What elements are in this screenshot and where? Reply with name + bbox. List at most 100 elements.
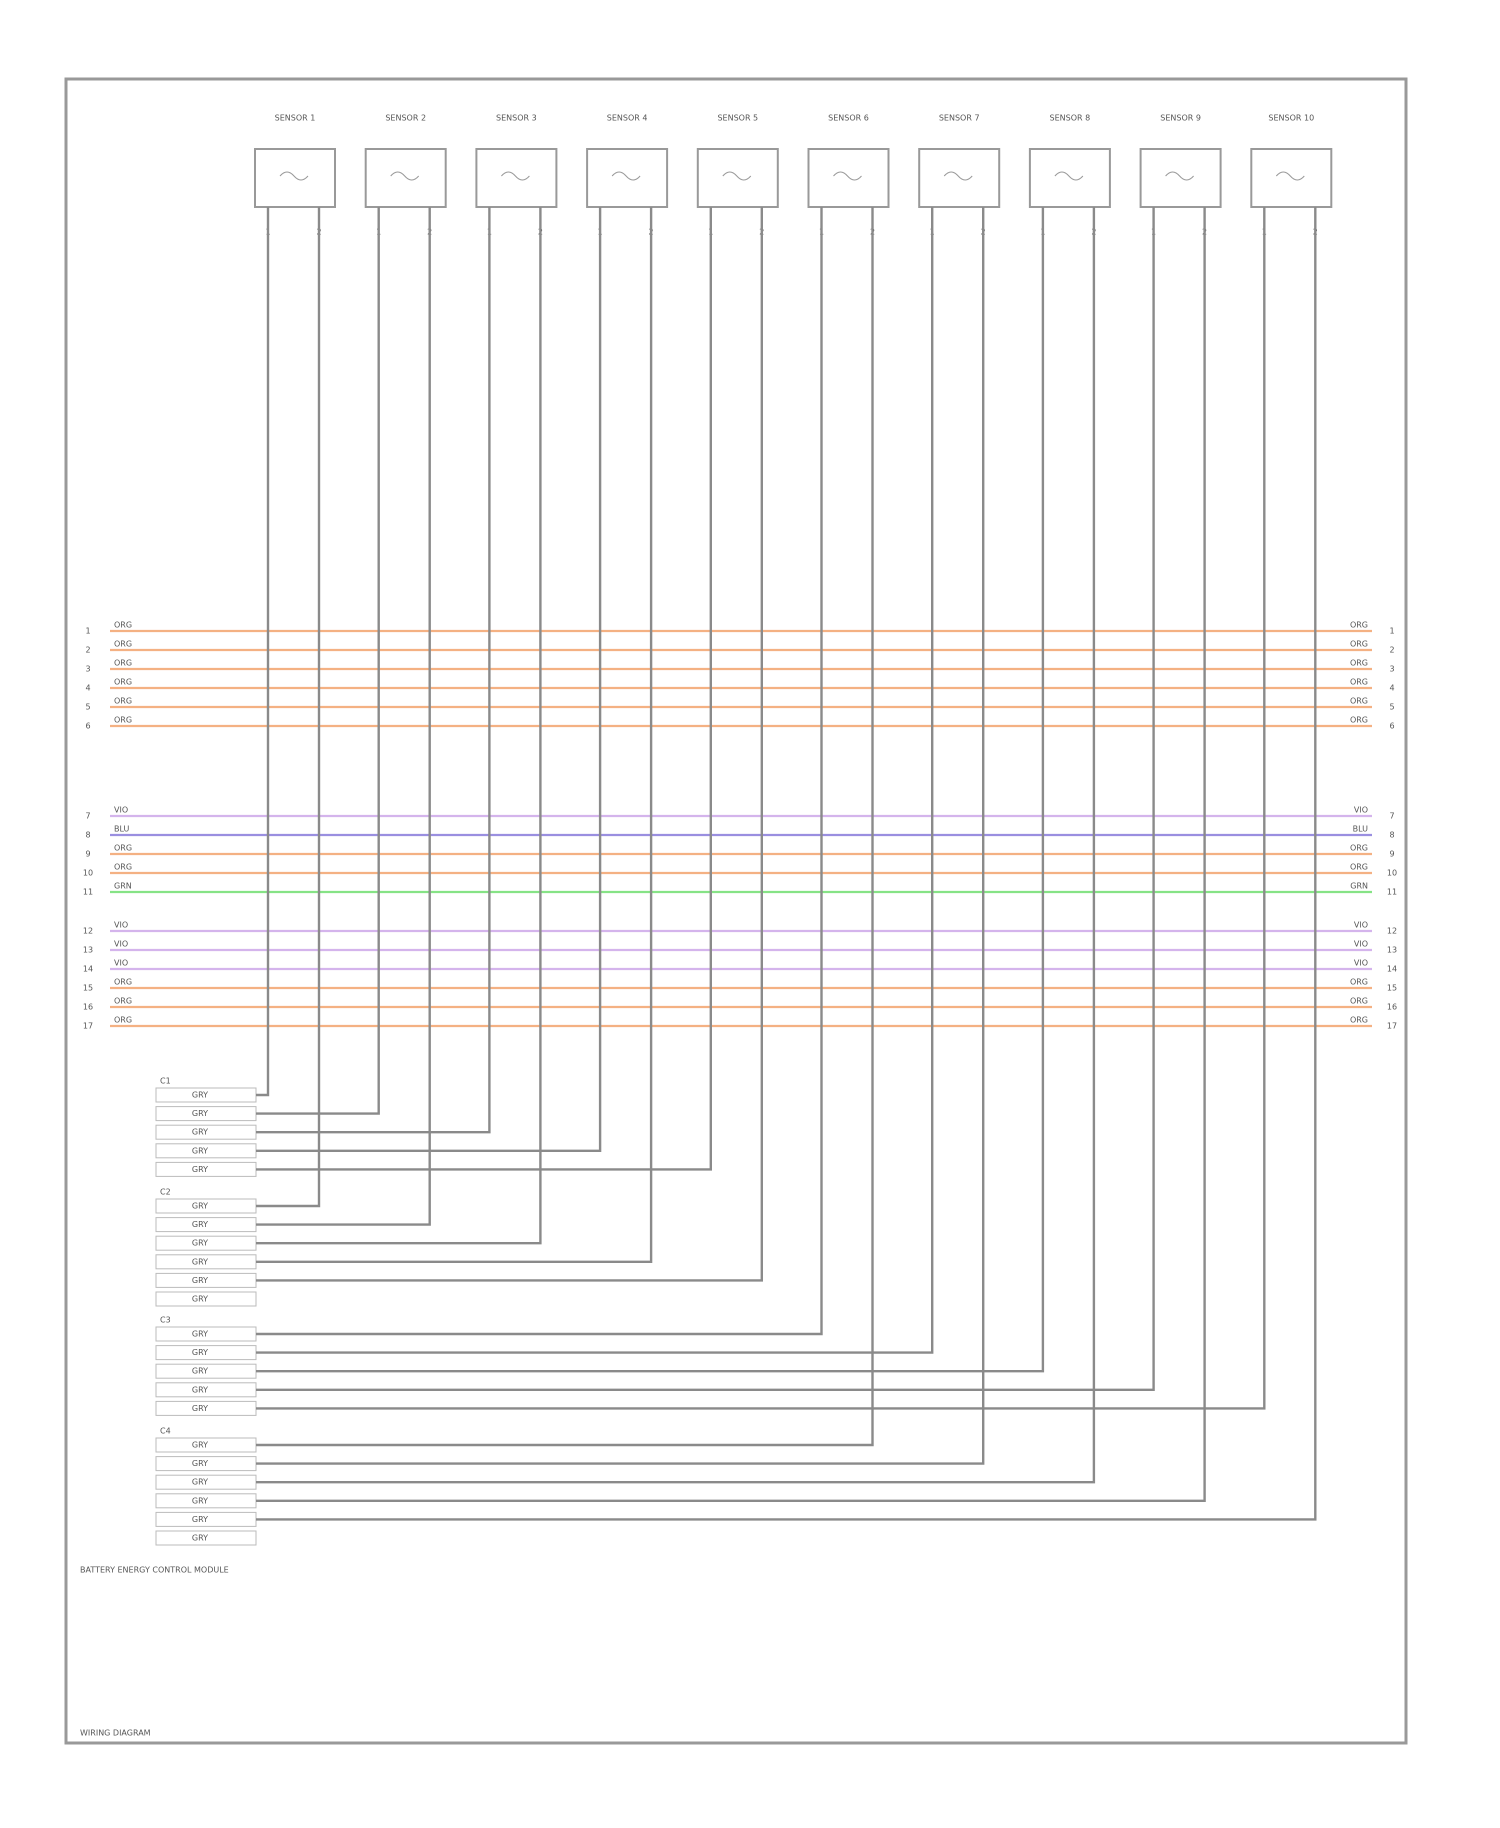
bus-wire-label: ORG — [1350, 1016, 1368, 1025]
connector-wire: GRY — [192, 1276, 208, 1285]
sensor-name: SENSOR 6 — [828, 114, 869, 123]
bus-wire-label: ORG — [114, 716, 132, 725]
bus-wire-label: ORG — [114, 659, 132, 668]
bus-pin: 8 — [85, 831, 90, 840]
wire — [256, 207, 823, 1336]
sensor-symbol — [833, 171, 862, 181]
wire — [256, 207, 491, 1134]
bus-pin: 15 — [1387, 984, 1397, 993]
sensor-name: SENSOR 3 — [496, 114, 537, 123]
connector-wire: GRY — [192, 1404, 208, 1413]
wire — [256, 207, 712, 1171]
bus-wire-label: VIO — [114, 959, 128, 968]
bus-pin: 3 — [1389, 665, 1394, 674]
bus-wire-label: ORG — [1350, 621, 1368, 630]
wire — [256, 207, 431, 1226]
bus-wire-label: ORG — [114, 678, 132, 687]
sensor-symbol — [611, 171, 641, 181]
bus-wire-label: GRN — [1350, 882, 1368, 891]
wire — [256, 207, 763, 1282]
sensor-name: SENSOR 4 — [607, 114, 648, 123]
sensor-box — [1250, 148, 1333, 208]
bus-wire-label: ORG — [114, 863, 132, 872]
connector-wire: GRY — [192, 1515, 208, 1524]
connector-wire: GRY — [192, 1367, 208, 1376]
sensor-symbol — [1165, 171, 1194, 181]
bus-pin: 4 — [1389, 684, 1394, 693]
bus-pin: 17 — [1387, 1022, 1397, 1031]
connector-pin — [155, 1291, 257, 1307]
sensor-name: SENSOR 1 — [275, 114, 316, 123]
connector-wire: GRY — [192, 1165, 208, 1174]
bus-pin: 10 — [1387, 869, 1397, 878]
bus-wire-label: ORG — [114, 997, 132, 1006]
connector-wire: GRY — [192, 1459, 208, 1468]
connector-name: C4 — [160, 1427, 171, 1436]
sensor-box — [918, 148, 1001, 208]
bus-pin: 15 — [83, 984, 93, 993]
connector-wire: GRY — [192, 1295, 208, 1304]
sensor-symbol — [390, 171, 420, 181]
bus-pin: 17 — [83, 1022, 93, 1031]
bus-pin: 2 — [1389, 646, 1394, 655]
connector-wire: GRY — [192, 1478, 208, 1487]
sensor-box — [475, 148, 558, 208]
wire — [256, 207, 653, 1263]
wire — [256, 207, 1317, 1521]
bus-wire-label: VIO — [1354, 959, 1368, 968]
sensor-symbol — [501, 171, 530, 181]
connector-name: C2 — [160, 1188, 171, 1197]
connector-wire: GRY — [192, 1239, 208, 1248]
wire — [256, 207, 602, 1152]
sensor-box — [1139, 148, 1222, 208]
wire — [256, 207, 380, 1115]
module-label: BATTERY ENERGY CONTROL MODULE — [80, 1566, 229, 1575]
bus-pin: 14 — [1387, 965, 1397, 974]
connector-wire: GRY — [192, 1330, 208, 1339]
connector-wire: GRY — [192, 1441, 208, 1450]
bus-wire-label: ORG — [114, 640, 132, 649]
bus-pin: 6 — [85, 722, 90, 731]
connector-wire: GRY — [192, 1109, 208, 1118]
bus-wire-label: ORG — [114, 1016, 132, 1025]
bus-pin: 12 — [83, 927, 93, 936]
bus-pin: 5 — [85, 703, 90, 712]
bus-pin: 9 — [1389, 850, 1394, 859]
bus-wire-label: VIO — [114, 940, 128, 949]
wire — [256, 207, 1045, 1373]
wire — [256, 207, 1096, 1484]
bus-pin: 6 — [1389, 722, 1394, 731]
wire — [256, 207, 874, 1447]
wire — [256, 207, 985, 1465]
bus-wire-label: ORG — [114, 978, 132, 987]
connector-wire: GRY — [192, 1385, 208, 1394]
connector-wire: GRY — [192, 1348, 208, 1357]
wire — [256, 207, 934, 1354]
bus-pin: 3 — [85, 665, 90, 674]
bus-pin: 16 — [83, 1003, 93, 1012]
bus-wire-label: VIO — [1354, 921, 1368, 930]
bus-pin: 7 — [85, 812, 90, 821]
connector-wire: GRY — [192, 1128, 208, 1137]
bus-pin: 13 — [1387, 946, 1397, 955]
wire — [256, 207, 321, 1208]
sensor-box — [807, 148, 890, 208]
bus-wire-label: ORG — [1350, 659, 1368, 668]
bus-wire-label: ORG — [1350, 997, 1368, 1006]
bus-wire-label: VIO — [1354, 940, 1368, 949]
sensor-name: SENSOR 7 — [939, 114, 980, 123]
bus-pin: 4 — [85, 684, 90, 693]
sensor-box — [586, 148, 669, 208]
sensor-name: SENSOR 5 — [717, 114, 758, 123]
bus-wire-label: ORG — [1350, 844, 1368, 853]
footer: WIRING DIAGRAM — [80, 1729, 151, 1738]
sensor-box — [696, 148, 779, 208]
bus-pin: 13 — [83, 946, 93, 955]
bus-pin: 9 — [85, 850, 90, 859]
bus-pin: 1 — [1389, 627, 1394, 636]
connector-name: C3 — [160, 1316, 171, 1325]
bus-wire-label: VIO — [1354, 806, 1368, 815]
bus-pin: 7 — [1389, 812, 1394, 821]
sensor-name: SENSOR 10 — [1268, 114, 1314, 123]
